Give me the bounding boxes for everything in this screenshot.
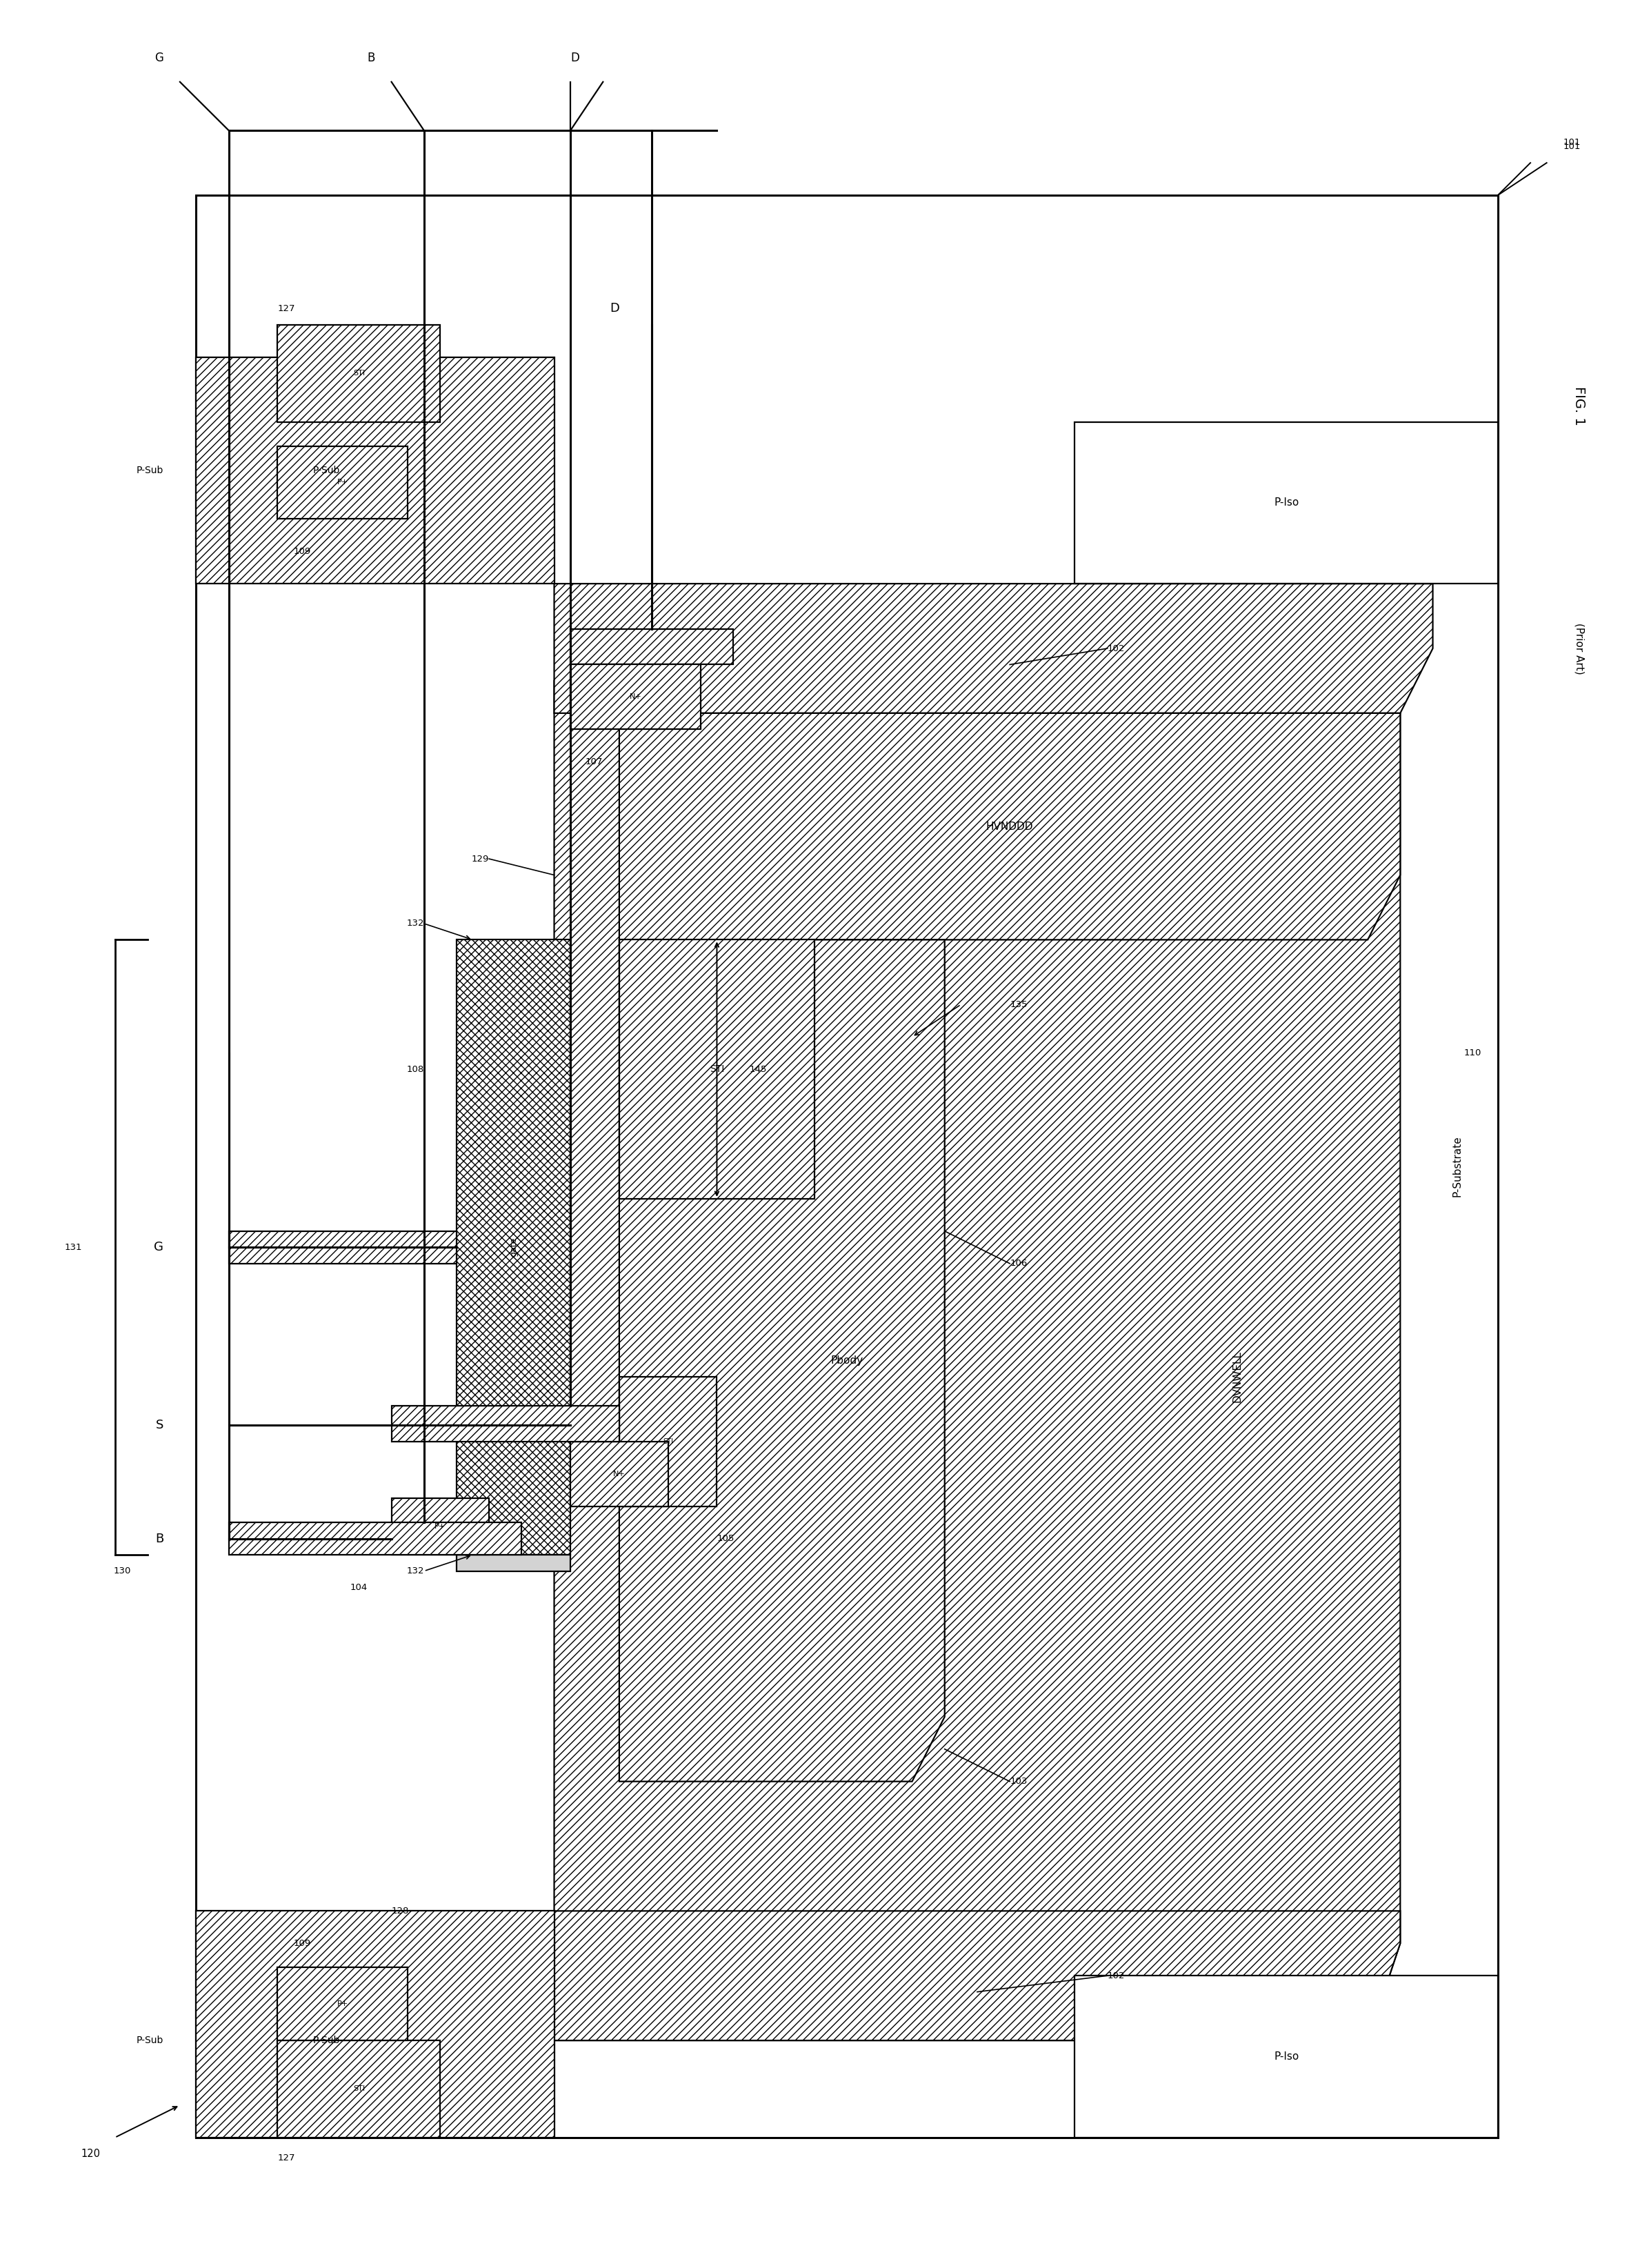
Text: 109: 109: [293, 1939, 311, 1948]
Text: 120: 120: [81, 2148, 99, 2159]
Polygon shape: [195, 195, 1499, 2136]
Text: STI: STI: [663, 1438, 673, 1445]
Text: 101: 101: [1562, 143, 1580, 152]
Text: B: B: [368, 52, 375, 64]
Text: P+: P+: [337, 479, 349, 485]
Text: D: D: [570, 52, 580, 64]
Polygon shape: [554, 1912, 1401, 2041]
Polygon shape: [1075, 1975, 1499, 2136]
Text: S: S: [156, 1420, 163, 1431]
Polygon shape: [570, 1442, 668, 1506]
Text: gate: gate: [508, 1238, 518, 1256]
Polygon shape: [277, 324, 440, 422]
Polygon shape: [277, 2041, 440, 2136]
Text: P+: P+: [337, 2000, 349, 2007]
Polygon shape: [277, 1969, 407, 2041]
Polygon shape: [554, 583, 1434, 712]
Polygon shape: [570, 665, 700, 730]
Polygon shape: [195, 1912, 554, 2136]
Text: B: B: [155, 1533, 163, 1545]
Text: P-Sub: P-Sub: [313, 465, 340, 476]
Polygon shape: [228, 1232, 456, 1263]
Polygon shape: [570, 628, 733, 665]
Text: 132: 132: [406, 919, 424, 928]
Polygon shape: [456, 1556, 570, 1572]
Text: P-Substrate: P-Substrate: [1451, 1136, 1463, 1198]
Text: HVNDDD: HVNDDD: [986, 821, 1033, 832]
Text: P-Sub: P-Sub: [313, 2037, 340, 2046]
Polygon shape: [228, 1522, 521, 1556]
Text: 127: 127: [277, 304, 295, 313]
Text: G: G: [155, 52, 163, 64]
Text: 107: 107: [585, 758, 603, 767]
Text: 145: 145: [749, 1064, 767, 1073]
Polygon shape: [391, 1406, 619, 1442]
Text: DVNWELL: DVNWELL: [1233, 1352, 1243, 1402]
Text: D: D: [609, 302, 619, 315]
Text: FIG. 1: FIG. 1: [1572, 386, 1585, 424]
Text: 135: 135: [1010, 1000, 1028, 1009]
Text: P-Sub: P-Sub: [137, 2037, 163, 2046]
Text: STI: STI: [353, 370, 365, 376]
Text: N+: N+: [629, 694, 642, 701]
Text: 110: 110: [1464, 1048, 1482, 1057]
Polygon shape: [554, 680, 1401, 2041]
Text: G: G: [155, 1241, 163, 1254]
Text: 106: 106: [1010, 1259, 1028, 1268]
Text: (Prior Art): (Prior Art): [1574, 624, 1585, 674]
Polygon shape: [456, 939, 570, 1556]
Text: P-Iso: P-Iso: [1274, 2053, 1298, 2062]
Text: 101: 101: [1562, 138, 1580, 147]
Text: P-Iso: P-Iso: [1274, 497, 1298, 508]
Text: 129: 129: [471, 855, 489, 864]
Text: 109: 109: [293, 547, 311, 556]
Text: 130: 130: [114, 1567, 130, 1576]
Text: 104: 104: [350, 1583, 368, 1592]
Text: 132: 132: [406, 1567, 424, 1576]
Text: Pbody: Pbody: [831, 1356, 863, 1365]
Text: STI: STI: [710, 1064, 725, 1075]
Polygon shape: [1075, 422, 1499, 583]
Text: P+: P+: [435, 1524, 446, 1531]
Polygon shape: [391, 1499, 489, 1556]
Polygon shape: [619, 712, 1401, 939]
Text: 102: 102: [1108, 644, 1126, 653]
Polygon shape: [195, 356, 554, 583]
Polygon shape: [277, 447, 407, 519]
Text: N+: N+: [613, 1470, 626, 1476]
Polygon shape: [619, 939, 945, 1780]
Text: 127: 127: [277, 2155, 295, 2164]
Polygon shape: [619, 1377, 717, 1506]
Text: 102: 102: [1108, 1971, 1126, 1980]
Polygon shape: [619, 939, 814, 1200]
Text: STI: STI: [353, 2087, 365, 2093]
Text: 131: 131: [65, 1243, 83, 1252]
Text: 105: 105: [717, 1533, 735, 1542]
Text: 108: 108: [407, 1064, 424, 1073]
Text: P-Sub: P-Sub: [137, 465, 163, 476]
Text: 128: 128: [391, 1907, 409, 1916]
Text: 103: 103: [1010, 1776, 1028, 1785]
